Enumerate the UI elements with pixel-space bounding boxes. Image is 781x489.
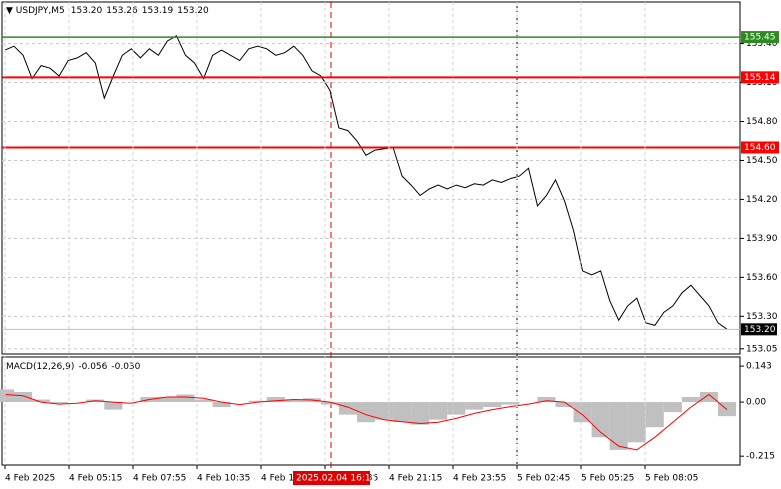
level-label: 155.14 <box>744 73 776 83</box>
histogram-bar <box>50 402 69 404</box>
x-tick-label: 5 Feb 08:05 <box>645 474 698 484</box>
macd-readout: -0.056 <box>78 362 107 372</box>
histogram-bar <box>681 397 700 403</box>
histogram-bar <box>393 402 412 423</box>
x-tick-label: 4 Feb 05:15 <box>69 474 122 484</box>
histogram-bar <box>699 391 718 403</box>
histogram-bar <box>429 402 448 420</box>
x-tick-label: 4 Feb 2025 <box>5 474 55 484</box>
crosshair-label: 2025.02.04 16:15 <box>296 474 376 484</box>
macd-panel <box>1 356 741 466</box>
macd-name: MACD(12,26,9) <box>6 362 74 372</box>
y-tick-label: 153.05 <box>746 344 778 354</box>
histogram-bar <box>663 402 682 413</box>
price-panel <box>1 1 741 355</box>
histogram-bar <box>248 400 267 403</box>
histogram-bar <box>356 402 376 423</box>
histogram-bar <box>32 399 51 403</box>
y-tick-label: 154.20 <box>746 195 778 205</box>
histogram-bar <box>158 397 177 403</box>
histogram-bar <box>284 399 303 403</box>
level-label: 154.60 <box>744 143 776 153</box>
histogram-bar <box>627 402 646 443</box>
ohlc-value: 153.20 <box>177 6 209 16</box>
y-tick-label: 153.60 <box>746 273 778 283</box>
current-price-label: 153.20 <box>744 325 776 335</box>
y-tick-label: 154.80 <box>746 117 778 127</box>
x-tick-label: 4 Feb 1 <box>261 474 294 484</box>
ohlc-value: 153.26 <box>106 6 138 16</box>
ohlc-value: 153.20 <box>71 6 103 16</box>
histogram-bar <box>645 402 664 428</box>
y-tick-label: 154.50 <box>746 156 778 166</box>
histogram-bar <box>537 397 556 403</box>
y-tick-label: 0.00 <box>746 398 766 408</box>
histogram-bar <box>176 394 195 403</box>
triangle: ▼ <box>6 6 16 16</box>
y-tick-label: 155.40 <box>746 39 778 49</box>
current-price-box <box>741 323 777 336</box>
histogram-bar <box>411 402 430 425</box>
x-tick-label: 4 Feb 07:55 <box>133 474 186 484</box>
histogram-bar <box>212 402 231 408</box>
histogram-bar <box>338 402 357 415</box>
x-tick-label: 5 Feb 05:25 <box>581 474 634 484</box>
histogram-bar <box>501 402 520 405</box>
x-tick-label: 4 Feb 23:55 <box>453 474 506 484</box>
histogram-bar <box>447 402 466 415</box>
macd-title: MACD(12,26,9) -0.056 -0.030 <box>6 362 141 372</box>
histogram-bar <box>573 402 592 423</box>
histogram-bar <box>375 402 394 420</box>
level-box <box>741 141 779 154</box>
y-tick-label: 153.90 <box>746 234 778 244</box>
histogram-bar <box>194 399 213 403</box>
y-tick-label: -0.215 <box>746 452 775 462</box>
x-tick-label: 4 Feb 10:35 <box>197 474 250 484</box>
histogram-bar <box>14 391 33 403</box>
x-tick-label: 4 Feb 21:15 <box>389 474 442 484</box>
histogram-bar <box>465 402 484 410</box>
y-tick-label: 0.143 <box>746 362 772 372</box>
ohlc-value: 153.19 <box>142 6 174 16</box>
histogram-bar <box>555 402 574 408</box>
histogram-bar <box>266 397 285 403</box>
histogram-bar <box>609 402 628 450</box>
histogram-bar <box>104 402 123 410</box>
symbol: USDJPY,M5 <box>16 6 65 16</box>
y-tick-label: 153.30 <box>746 312 778 322</box>
crosshair-label-box <box>293 471 370 485</box>
level-box <box>741 31 779 44</box>
histogram-bar <box>483 402 502 408</box>
header: ▼ USDJPY,M5 153.20 153.26 153.19 153.20 <box>6 6 209 16</box>
histogram-bar <box>320 402 339 405</box>
histogram-bar <box>0 389 15 403</box>
signal-line <box>4 393 728 451</box>
x-tick-label: 5 Feb 02:45 <box>517 474 570 484</box>
level-label: 155.45 <box>744 33 776 43</box>
price-line <box>4 35 728 330</box>
level-box <box>741 71 779 84</box>
macd-readout: -0.030 <box>111 362 140 372</box>
